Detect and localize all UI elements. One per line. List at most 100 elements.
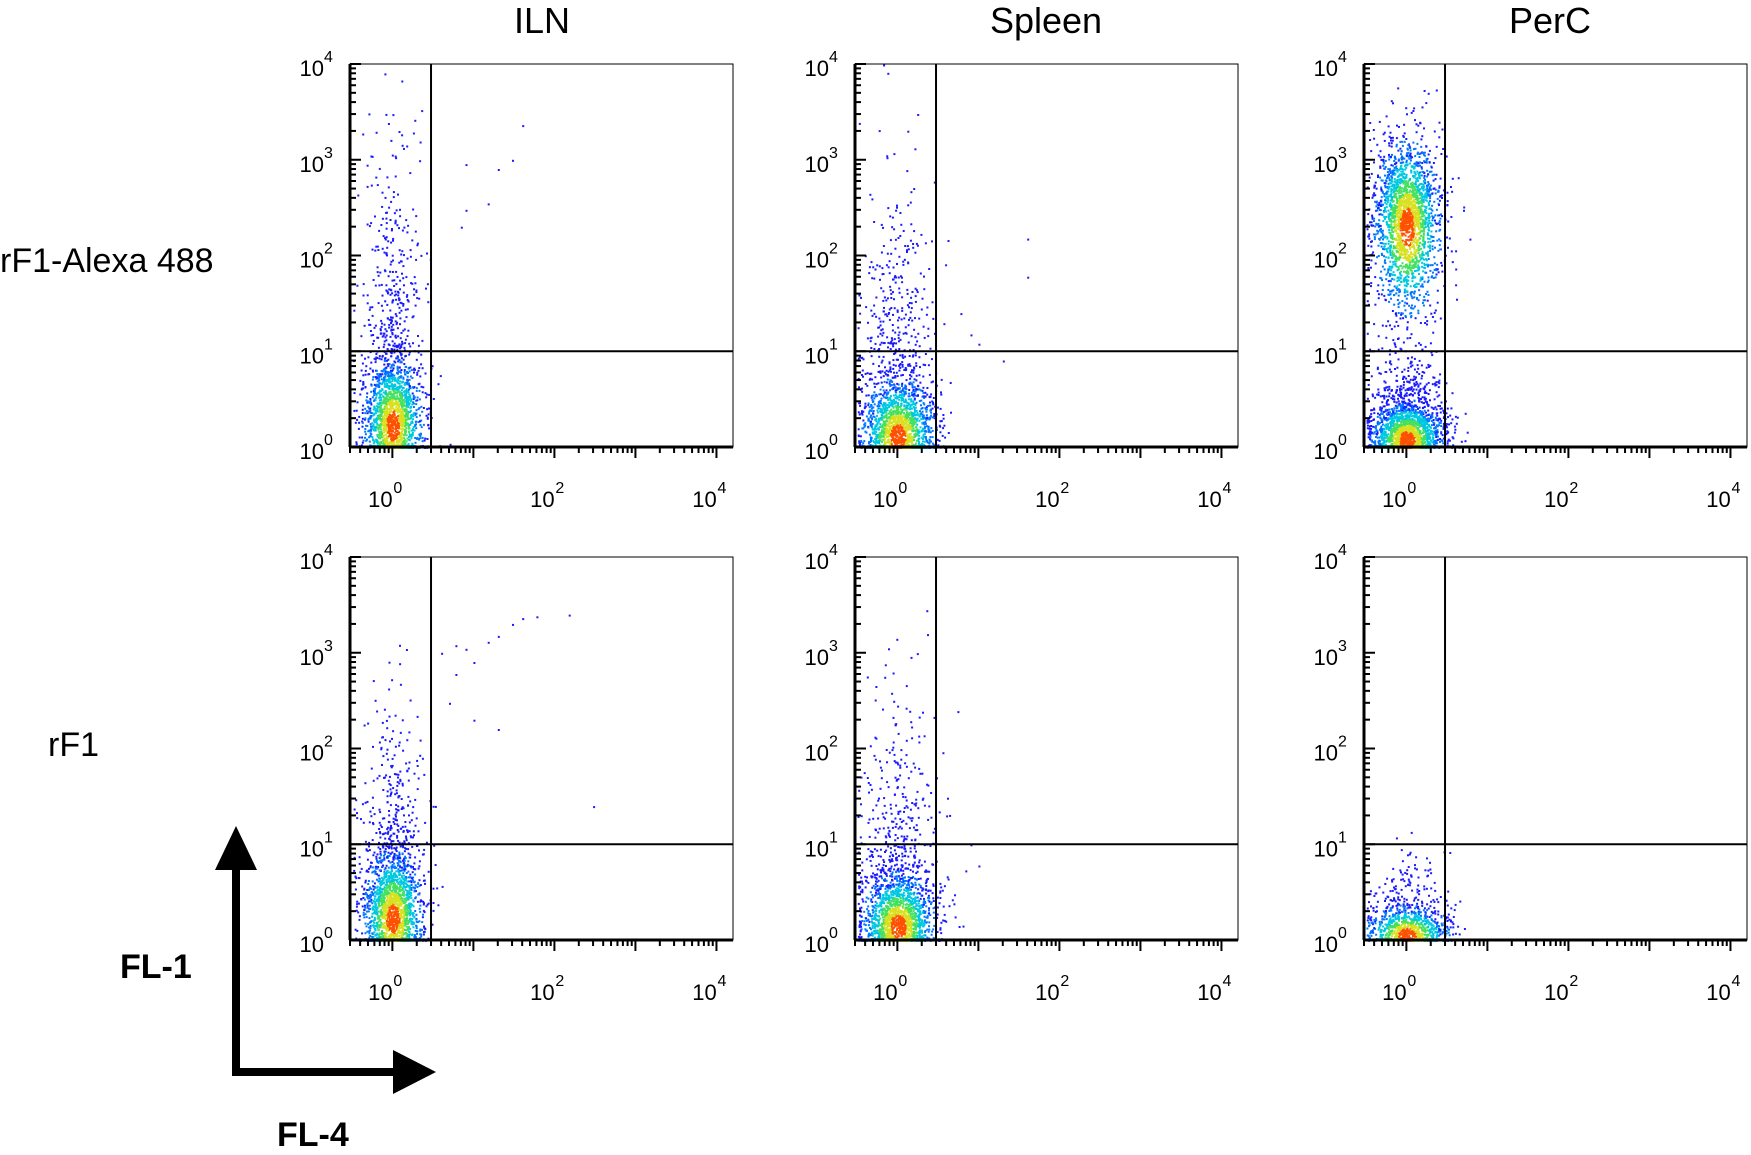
data-point [887,253,889,255]
data-point [394,345,396,347]
data-point [923,402,925,404]
data-point [902,366,904,368]
data-point [401,369,403,371]
data-point [377,407,379,409]
data-point [886,429,888,431]
data-point [388,327,390,329]
data-point [377,271,379,273]
data-point [385,218,387,220]
data-point [918,435,920,437]
data-point [873,313,875,315]
data-point [907,402,909,404]
data-point [907,304,909,306]
data-point [353,410,355,412]
data-point [384,300,386,302]
data-point [872,401,874,403]
data-point [884,381,886,383]
data-point [365,399,367,401]
data-point [377,427,379,429]
data-point [418,370,420,372]
data-point [899,331,901,333]
data-point [386,252,388,254]
data-point [915,407,917,409]
data-point [908,248,910,250]
data-point [911,394,913,396]
data-point [891,439,893,441]
data-point [416,372,418,374]
y-tick-label: 10 [805,56,829,81]
data-point [399,131,401,133]
data-point [374,392,376,394]
data-point [865,395,867,397]
data-point [893,413,895,415]
data-point [1378,255,1380,257]
data-point [905,367,907,369]
data-point [418,345,420,347]
data-point [940,391,942,393]
data-point [388,207,390,209]
data-point [370,391,372,393]
data-point [943,425,945,427]
data-point [902,374,904,376]
data-point [895,277,897,279]
data-point [910,223,912,225]
data-point [356,410,358,412]
data-point [403,284,405,286]
data-point [402,230,404,232]
data-point [403,363,405,365]
data-point [367,224,369,226]
data-point [395,176,397,178]
data-point [392,255,394,257]
data-point [864,403,866,405]
data-point [875,316,877,318]
data-point [890,289,892,291]
data-point [902,261,904,263]
data-point [911,307,913,309]
data-point [872,428,874,430]
data-point [904,245,906,247]
data-point [890,371,892,373]
data-point [413,315,415,317]
data-point [413,288,415,290]
data-point [400,337,402,339]
data-point [893,364,895,366]
data-point [901,277,903,279]
data-point [401,382,403,384]
data-point [887,297,889,299]
data-point [884,440,886,442]
data-point [384,373,386,375]
data-point [412,432,414,434]
data-point [892,324,894,326]
data-point [412,342,414,344]
data-point [888,312,890,314]
data-point [388,403,390,405]
data-point [880,400,882,402]
data-point [870,437,872,439]
data-point [409,402,411,404]
data-point [862,420,864,422]
data-point [367,419,369,421]
data-point [369,410,371,412]
data-point [919,345,921,347]
data-point [377,266,379,268]
data-point [883,307,885,309]
data-point [416,409,418,411]
data-point [411,369,413,371]
data-point [884,366,886,368]
data-point [399,400,401,402]
data-point [392,324,394,326]
data-point [392,385,394,387]
data-point [398,433,400,435]
data-point [372,438,374,440]
data-point [891,443,893,445]
data-point [411,239,413,241]
data-point [396,224,398,226]
data-point [383,333,385,335]
data-point [405,309,407,311]
data-point [1436,209,1438,211]
data-point [923,416,925,418]
data-point [387,443,389,445]
data-point [374,421,376,423]
data-point [379,434,381,436]
